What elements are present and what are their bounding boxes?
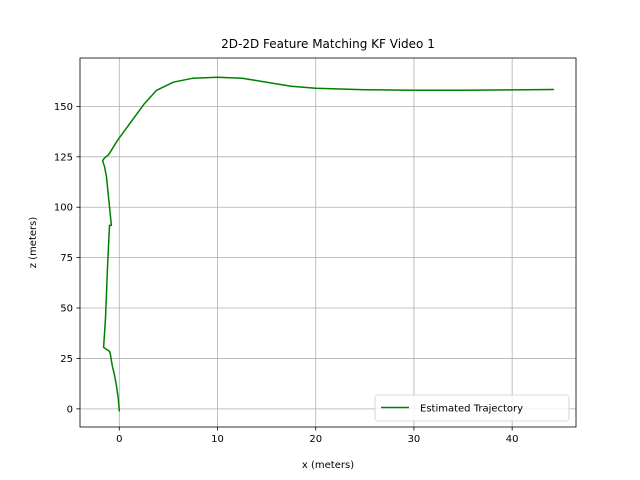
x-tick-label: 10 <box>211 434 224 445</box>
x-tick-label: 40 <box>506 434 519 445</box>
chart-title: 2D-2D Feature Matching KF Video 1 <box>221 37 435 51</box>
y-tick-label: 25 <box>60 354 73 365</box>
x-axis-label: x (meters) <box>302 460 354 471</box>
x-tick-label: 0 <box>116 434 122 445</box>
y-tick-label: 150 <box>54 102 73 113</box>
grid-lines <box>80 58 576 427</box>
y-axis-ticks: 0 25 50 75 100 125 150 <box>54 102 80 415</box>
y-tick-label: 75 <box>60 253 73 264</box>
y-tick-label: 125 <box>54 152 73 163</box>
legend: Estimated Trajectory <box>375 395 569 421</box>
plot-lines <box>103 77 554 411</box>
y-tick-label: 0 <box>67 404 73 415</box>
y-axis-label: z (meters) <box>28 217 39 269</box>
y-tick-label: 100 <box>54 203 73 214</box>
x-axis-ticks: 0 10 20 30 40 <box>116 427 518 445</box>
x-tick-label: 30 <box>408 434 421 445</box>
x-tick-label: 20 <box>309 434 322 445</box>
series-line-estimated-trajectory <box>103 77 554 411</box>
y-tick-label: 50 <box>60 304 73 315</box>
plot-frame <box>80 58 576 427</box>
legend-label-estimated-trajectory: Estimated Trajectory <box>420 404 523 415</box>
